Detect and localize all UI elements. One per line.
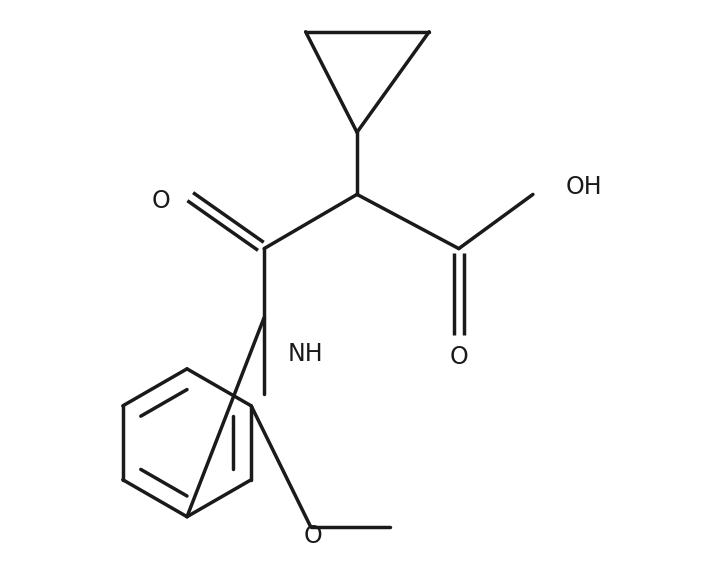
Text: O: O (449, 345, 468, 369)
Text: O: O (303, 525, 322, 548)
Text: OH: OH (565, 174, 602, 199)
Text: NH: NH (288, 342, 323, 366)
Text: O: O (151, 189, 170, 213)
